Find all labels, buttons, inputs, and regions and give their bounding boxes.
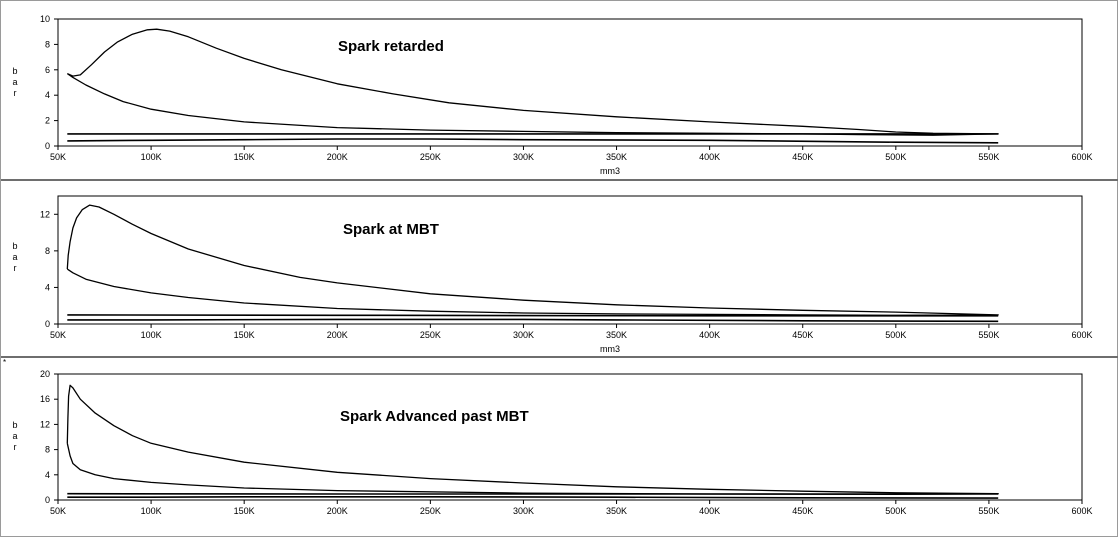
x-tick-label: 550K [978, 506, 999, 516]
chart-spark-advanced: 50K 100K 150K 200K 250K 300K 350K 400K 450K 500K 5… [12, 369, 1092, 516]
panel-marker: * [3, 358, 7, 367]
x-tick-label: 450K [792, 506, 813, 516]
x-tick-label: 600K [1071, 330, 1092, 340]
panel-separator [1, 179, 1118, 181]
x-tick-label: 150K [234, 506, 255, 516]
y-tick-label: 20 [40, 369, 50, 379]
x-tick-label: 150K [234, 152, 255, 162]
x-tick-label: 350K [606, 506, 627, 516]
x-tick-label: 200K [327, 506, 348, 516]
x-tick-label: 500K [885, 330, 906, 340]
x-tick-label: 400K [699, 152, 720, 162]
x-tick-label: 550K [978, 152, 999, 162]
x-tick-label: 200K [327, 152, 348, 162]
x-tick-label: 50K [50, 330, 66, 340]
y-tick-label: 12 [40, 209, 50, 219]
chart-title: Spark at MBT [343, 221, 439, 238]
x-tick-label: 300K [513, 506, 534, 516]
chart-title: Spark retarded [338, 38, 444, 55]
plot-area [57, 18, 1083, 147]
x-tick-label: 450K [792, 152, 813, 162]
x-tick-label: 400K [699, 506, 720, 516]
series-line [67, 496, 999, 499]
x-tick-label: 500K [885, 152, 906, 162]
y-tick-label: 8 [45, 39, 50, 49]
x-tick-label: 50K [50, 506, 66, 516]
y-tick-label: 12 [40, 419, 50, 429]
x-tick-label: 600K [1071, 152, 1092, 162]
chart-spark-retarded: 50K 100K 150K 200K 250K 300K 350K 400K 450K 500K 5… [12, 14, 1092, 176]
x-tick-label: 150K [234, 330, 255, 340]
x-tick-label: 300K [513, 152, 534, 162]
series-line [67, 314, 999, 317]
x-tick-label: 350K [606, 152, 627, 162]
y-tick-label: 0 [45, 141, 50, 151]
x-tick-label: 350K [606, 330, 627, 340]
plot-area [57, 373, 1083, 501]
chart-spark-at-mbt: 50K 100K 150K 200K 250K 300K 350K 400K 450K 500K 5… [12, 195, 1093, 354]
y-tick-label: 6 [45, 65, 50, 75]
chart-title: Spark Advanced past MBT [340, 408, 529, 425]
y-tick-label: 2 [45, 116, 50, 126]
x-axis-label: mm3 [600, 344, 620, 354]
x-tick-label: 250K [420, 152, 441, 162]
panel-separator [1, 356, 1118, 358]
x-tick-label: 450K [792, 330, 813, 340]
x-tick-label: 50K [50, 152, 66, 162]
y-tick-label: 4 [45, 282, 50, 292]
x-tick-label: 200K [327, 330, 348, 340]
series-line [67, 318, 999, 323]
x-tick-label: 300K [513, 330, 534, 340]
x-axis-label: mm3 [600, 166, 620, 176]
plot-area [57, 195, 1083, 325]
y-tick-label: 8 [45, 246, 50, 256]
x-tick-label: 100K [141, 330, 162, 340]
y-tick-label: 0 [45, 495, 50, 505]
series-line [67, 138, 999, 144]
x-tick-label: 100K [141, 506, 162, 516]
y-tick-label: 4 [45, 470, 50, 480]
series-line [66, 204, 999, 316]
series-line [66, 384, 999, 495]
x-tick-label: 100K [141, 152, 162, 162]
y-tick-label: 8 [45, 445, 50, 455]
y-tick-label: 4 [45, 90, 50, 100]
x-tick-label: 250K [420, 330, 441, 340]
x-tick-label: 500K [885, 506, 906, 516]
x-tick-label: 550K [978, 330, 999, 340]
y-tick-label: 10 [40, 14, 50, 24]
x-tick-label: 400K [699, 330, 720, 340]
y-tick-label: 16 [40, 394, 50, 404]
y-tick-label: 0 [45, 319, 50, 329]
x-tick-label: 600K [1071, 506, 1092, 516]
x-tick-label: 250K [420, 506, 441, 516]
series-line [66, 28, 999, 136]
